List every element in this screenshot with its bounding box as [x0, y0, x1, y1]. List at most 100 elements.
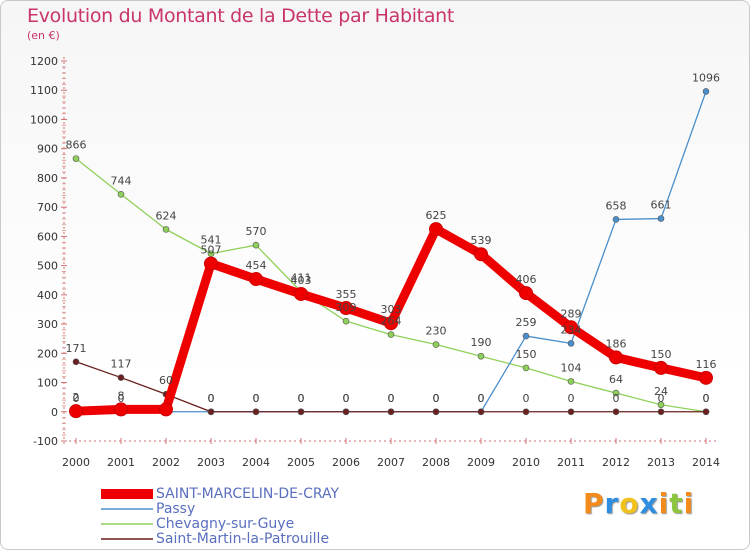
data-label: 454: [246, 259, 267, 272]
data-point: [564, 320, 578, 335]
data-point: [72, 358, 80, 366]
data-label: 0: [523, 392, 530, 405]
x-tick-label: 2001: [107, 456, 135, 469]
x-tick-label: 2003: [197, 456, 225, 469]
unit-label: (en €): [27, 29, 60, 42]
data-label: 406: [516, 273, 537, 286]
y-tick-label: 800: [37, 172, 58, 185]
legend-swatch: [101, 523, 153, 525]
legend-label: Passy: [156, 501, 196, 517]
y-tick-label: -100: [33, 435, 58, 448]
data-point: [204, 256, 218, 271]
data-point: [474, 247, 488, 262]
y-tick-label: 300: [37, 318, 58, 331]
data-label: 64: [609, 373, 623, 386]
data-point: [297, 408, 305, 416]
x-tick-label: 2006: [332, 456, 360, 469]
data-label: 0: [433, 392, 440, 405]
data-point: [249, 272, 263, 287]
data-label: 230: [426, 325, 447, 338]
y-tick-label: 600: [37, 230, 58, 243]
data-point: [654, 360, 668, 375]
y-tick-label: 1100: [30, 84, 58, 97]
data-label: 658: [606, 199, 627, 212]
x-tick-label: 2014: [692, 456, 720, 469]
data-point: [159, 402, 173, 417]
data-label: 171: [66, 342, 87, 355]
y-tick-label: 1200: [30, 55, 58, 68]
data-label: 0: [478, 392, 485, 405]
data-point: [432, 341, 440, 348]
data-point: [522, 364, 530, 372]
data-point: [567, 378, 575, 385]
data-label: 116: [696, 358, 717, 371]
data-point: [657, 408, 665, 416]
data-label: 309: [336, 301, 357, 314]
data-label: 0: [208, 392, 215, 405]
data-label: 0: [568, 392, 575, 405]
data-label: 0: [298, 392, 305, 405]
data-label: 24: [654, 385, 668, 398]
data-point: [429, 222, 443, 237]
legend-swatch: [101, 538, 153, 540]
data-point: [114, 402, 128, 417]
x-tick-label: 2011: [557, 456, 585, 469]
logo-letter: t: [669, 487, 684, 520]
y-tick-label: 100: [37, 377, 58, 390]
data-label: 411: [291, 272, 312, 285]
data-point: [432, 408, 440, 416]
data-label: 0: [253, 392, 260, 405]
logo-letter: o: [619, 487, 640, 520]
x-tick-label: 2012: [602, 456, 630, 469]
data-label: 539: [471, 234, 492, 247]
data-point: [477, 352, 485, 360]
data-label: 1096: [692, 71, 720, 84]
data-label: 259: [516, 316, 537, 329]
data-point: [69, 404, 83, 419]
logo-letter: i: [683, 487, 695, 520]
data-label: 0: [703, 392, 710, 405]
data-point: [72, 155, 80, 162]
x-tick-label: 2008: [422, 456, 450, 469]
data-label: 0: [208, 392, 215, 405]
data-label: 0: [703, 392, 710, 405]
data-point: [117, 374, 125, 381]
legend-swatch: [101, 508, 153, 510]
data-point: [699, 370, 713, 385]
data-label: 0: [343, 392, 350, 405]
data-point: [162, 226, 170, 233]
x-tick-label: 2002: [152, 456, 180, 469]
y-tick-label: 500: [37, 260, 58, 273]
legend-label: Chevagny-sur-Guye: [156, 516, 295, 532]
data-point: [387, 331, 395, 338]
y-tick-label: 900: [37, 143, 58, 156]
data-label: 0: [433, 392, 440, 405]
data-point: [612, 216, 620, 223]
data-point: [657, 215, 665, 222]
data-point: [339, 301, 353, 315]
data-label: 0: [343, 392, 350, 405]
data-label: 541: [201, 234, 222, 247]
logo-letter: P: [583, 487, 605, 520]
data-point: [252, 241, 260, 249]
data-label: 150: [651, 348, 672, 361]
data-label: 8: [118, 389, 125, 402]
data-label: 190: [471, 336, 492, 349]
data-label: 744: [111, 174, 132, 187]
data-point: [612, 389, 620, 397]
data-point: [387, 408, 395, 416]
data-label: 2: [73, 391, 80, 404]
data-point: [612, 408, 620, 416]
data-point: [294, 286, 308, 301]
data-label: 403: [291, 274, 312, 287]
data-label: 355: [336, 288, 357, 301]
y-tick-label: 1000: [30, 113, 58, 126]
data-point: [207, 408, 215, 416]
x-tick-label: 2007: [377, 456, 405, 469]
data-point: [519, 286, 533, 301]
x-tick-label: 2013: [647, 456, 675, 469]
data-label: 186: [606, 337, 627, 350]
x-tick-label: 2000: [62, 456, 90, 469]
